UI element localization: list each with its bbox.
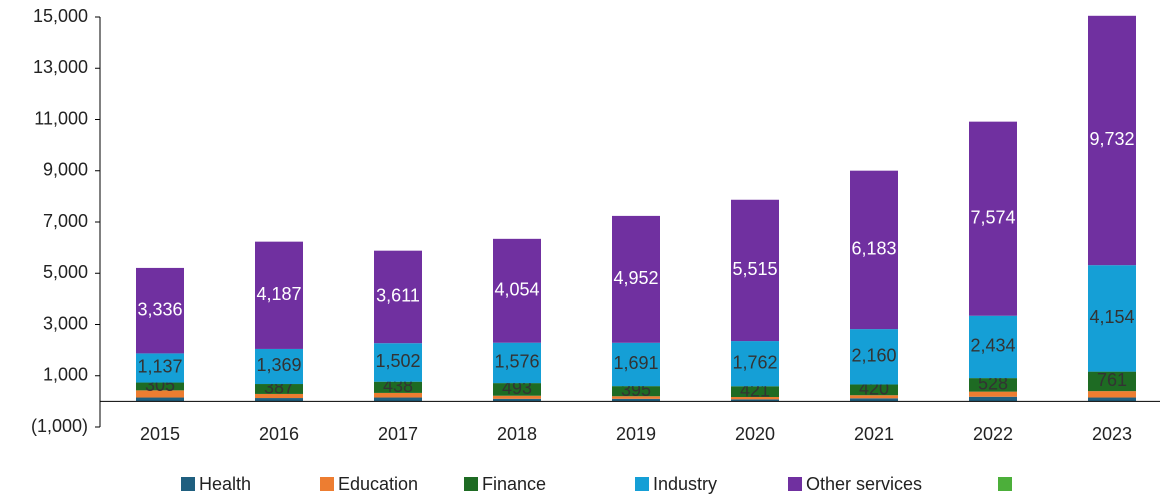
bar-segment [850, 329, 898, 385]
bar-segment [850, 398, 898, 402]
bar-segment [374, 397, 422, 402]
bar-segment [255, 398, 303, 402]
legend-swatch [181, 477, 195, 491]
bar-segment [731, 386, 779, 398]
bar-segment [1088, 391, 1136, 398]
legend-swatch [635, 477, 649, 491]
data-label: 761 [1097, 370, 1127, 390]
bar-segment [969, 396, 1017, 402]
bar-segment [374, 381, 422, 393]
bar-segment [493, 395, 541, 399]
legend-swatch [788, 477, 802, 491]
y-tick-label: 13,000 [33, 57, 88, 77]
legend-label: Other services [806, 474, 922, 494]
legend-swatch [320, 477, 334, 491]
legend-label: Health [199, 474, 251, 494]
data-label: 7,574 [970, 207, 1015, 227]
bar-segment [1088, 371, 1136, 392]
data-label: 1,369 [256, 355, 301, 375]
x-tick-label: 2021 [854, 424, 894, 444]
data-label: 3,611 [376, 286, 420, 306]
data-label: 1,502 [375, 351, 420, 371]
data-label: 1,762 [732, 352, 777, 372]
bar-segment [136, 382, 184, 391]
bar-segment [1088, 15, 1136, 266]
x-tick-label: 2016 [259, 424, 299, 444]
bar-segment [612, 398, 660, 402]
data-label: 4,054 [494, 280, 539, 300]
data-label: 528 [978, 374, 1008, 394]
data-label: 4,952 [613, 268, 658, 288]
y-tick-label: (1,000) [31, 416, 88, 436]
bar-segment [969, 315, 1017, 379]
x-tick-label: 2020 [735, 424, 775, 444]
bar-segment [731, 199, 779, 342]
bar-segment [850, 170, 898, 330]
bar-segment [255, 384, 303, 394]
legend-swatch [998, 477, 1012, 491]
data-label: 493 [502, 378, 532, 398]
bar-segment [493, 383, 541, 396]
data-label: 1,691 [613, 353, 658, 373]
y-tick-label: 3,000 [43, 313, 88, 333]
bar-segment [136, 390, 184, 398]
bar-segment [612, 215, 660, 343]
y-tick-label: 5,000 [43, 262, 88, 282]
bar-segment [255, 348, 303, 385]
data-label: 1,576 [494, 352, 539, 372]
data-label: 4,154 [1089, 307, 1134, 327]
x-tick-label: 2018 [497, 424, 537, 444]
bar-segment [612, 342, 660, 387]
bar-segment [493, 238, 541, 343]
y-tick-label: 11,000 [34, 108, 88, 128]
legend-label: Finance [482, 474, 546, 494]
bar-segment [612, 396, 660, 399]
bar-segment [374, 250, 422, 344]
bar-segment [374, 343, 422, 382]
bar-segment [612, 386, 660, 397]
bar-segment [969, 378, 1017, 392]
bar-segment [1088, 265, 1136, 372]
bar-segment [255, 393, 303, 399]
x-tick-label: 2015 [140, 424, 180, 444]
bar-segment [850, 384, 898, 396]
bar-segment [850, 395, 898, 399]
legend-swatch [464, 477, 478, 491]
data-label: 2,434 [970, 336, 1015, 356]
x-tick-label: 2017 [378, 424, 418, 444]
x-tick-label: 2019 [616, 424, 656, 444]
data-label: 3,336 [137, 299, 182, 319]
legend-label: Education [338, 474, 418, 494]
data-label: 1,137 [137, 357, 182, 377]
bar-segment [731, 399, 779, 402]
bar-segment [255, 241, 303, 349]
bar-segment [136, 267, 184, 354]
y-tick-label: 9,000 [43, 160, 88, 180]
bar-segment [1088, 397, 1136, 402]
y-tick-label: 7,000 [43, 211, 88, 231]
data-label: 4,187 [256, 284, 301, 304]
bar-segment [731, 341, 779, 387]
data-label: 9,732 [1089, 129, 1134, 149]
bar-segment [136, 397, 184, 402]
data-label: 2,160 [851, 346, 896, 366]
bar-segment [731, 397, 779, 400]
data-label: 5,515 [732, 259, 777, 279]
bar-segment [493, 398, 541, 402]
bar-segment [136, 353, 184, 383]
y-tick-label: 15,000 [33, 6, 88, 26]
bar-segment [374, 392, 422, 398]
x-tick-label: 2022 [973, 424, 1013, 444]
bar-segment [969, 121, 1017, 316]
y-tick-label: 1,000 [43, 365, 88, 385]
bar-segment [493, 342, 541, 384]
bar-segment [969, 391, 1017, 397]
legend-label: Industry [653, 474, 717, 494]
x-tick-label: 2023 [1092, 424, 1132, 444]
data-label: 6,183 [851, 239, 896, 259]
